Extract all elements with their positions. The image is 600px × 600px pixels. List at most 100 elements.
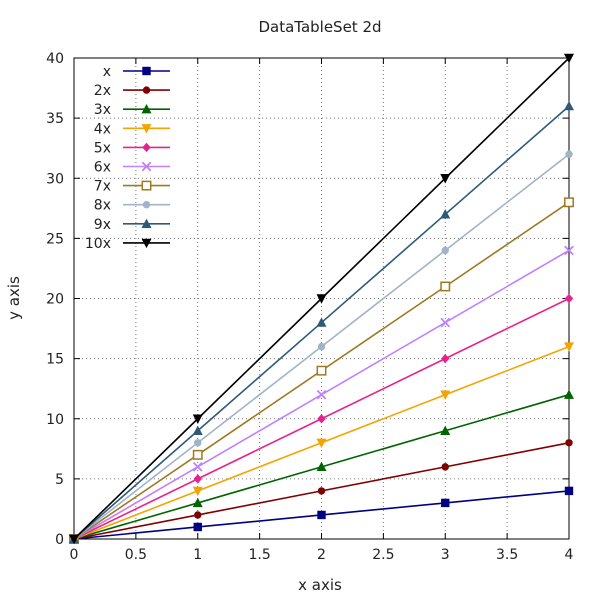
legend-entry: 2x <box>94 83 170 99</box>
legend-entry: 7x <box>94 179 170 195</box>
y-tick-label: 5 <box>55 472 64 488</box>
data-point <box>441 463 449 471</box>
legend-marker <box>142 201 151 209</box>
series-3x <box>69 389 574 544</box>
data-point <box>565 150 573 158</box>
legend-label: 8x <box>94 198 111 214</box>
x-tick-label: 1 <box>193 547 202 563</box>
data-point <box>192 497 203 508</box>
x-axis-label: x axis <box>298 576 342 594</box>
legend-marker <box>141 180 152 191</box>
y-axis-ticks: 0 5 10 15 20 25 30 35 40 <box>46 51 569 548</box>
data-point <box>564 197 574 208</box>
data-point <box>316 438 327 448</box>
data-point <box>317 414 326 424</box>
legend-marker <box>141 238 152 249</box>
legend-label: 9x <box>94 217 111 233</box>
data-point <box>564 100 574 111</box>
series-5x <box>69 293 574 544</box>
legend-entry: 5x <box>94 140 170 156</box>
data-point <box>564 342 574 352</box>
data-point <box>316 389 327 400</box>
data-point <box>564 293 574 304</box>
y-tick-label: 30 <box>46 171 64 187</box>
data-point <box>440 317 451 328</box>
data-point <box>316 294 327 304</box>
legend-label: 2x <box>94 83 111 99</box>
legend-label: x <box>103 64 111 80</box>
x-tick-label: 3 <box>441 547 450 563</box>
legend-marker <box>142 142 151 153</box>
y-tick-label: 0 <box>55 532 64 548</box>
legend: x 2x 3x 4x 5x 6x 7x 8x 9x 10x <box>85 64 170 252</box>
data-point <box>316 461 327 472</box>
x-tick-label: 0 <box>70 547 79 563</box>
y-axis-label: y axis <box>5 276 23 320</box>
data-point <box>564 389 574 399</box>
data-point <box>192 486 203 497</box>
legend-entry: 10x <box>85 236 170 252</box>
legend-marker <box>142 66 151 76</box>
y-tick-label: 35 <box>46 111 64 127</box>
data-point <box>440 174 451 184</box>
legend-label: 10x <box>85 236 111 252</box>
y-tick-label: 25 <box>46 231 64 247</box>
data-point <box>192 462 203 472</box>
data-point <box>192 425 203 435</box>
data-point <box>441 353 450 364</box>
data-point <box>192 449 203 460</box>
data-point <box>441 246 449 255</box>
data-point <box>564 53 574 64</box>
data-point <box>194 511 202 519</box>
legend-entry: 8x <box>94 198 170 214</box>
data-point <box>193 522 202 532</box>
series-layer <box>69 53 574 545</box>
data-point <box>440 425 451 435</box>
x-tick-label: 3.5 <box>496 547 518 563</box>
y-tick-label: 15 <box>46 352 64 368</box>
legend-label: 6x <box>94 160 111 176</box>
data-point <box>565 439 573 447</box>
series-8x <box>70 150 573 543</box>
data-point <box>69 534 79 545</box>
data-point <box>440 209 451 219</box>
legend-entry: 3x <box>94 102 170 118</box>
x-tick-label: 2.5 <box>372 547 394 563</box>
legend-label: 3x <box>94 102 111 118</box>
legend-label: 5x <box>94 140 111 156</box>
data-point <box>564 245 574 256</box>
data-point <box>564 486 574 496</box>
x-tick-label: 4 <box>565 547 574 563</box>
legend-entry: 4x <box>94 121 170 137</box>
x-tick-label: 2 <box>317 547 326 563</box>
data-point <box>441 498 450 508</box>
data-point <box>317 487 326 495</box>
x-tick-label: 0.5 <box>125 547 147 563</box>
data-point <box>440 390 451 400</box>
legend-marker <box>141 104 152 114</box>
data-point <box>316 317 327 327</box>
data-point <box>194 439 202 447</box>
series-10x <box>69 53 574 545</box>
legend-entry: 9x <box>94 217 170 233</box>
legend-label: 4x <box>94 121 111 137</box>
data-point <box>317 342 326 351</box>
legend-marker <box>141 161 152 172</box>
data-point <box>193 474 202 484</box>
data-point <box>316 365 327 376</box>
legend-entry: x <box>103 64 170 80</box>
legend-label: 7x <box>94 179 111 195</box>
data-point <box>440 281 451 292</box>
x-tick-label: 1.5 <box>248 547 270 563</box>
y-tick-label: 10 <box>46 412 64 428</box>
data-point <box>317 510 326 520</box>
legend-marker <box>141 124 152 134</box>
series-9x <box>69 100 574 544</box>
data-point <box>192 414 203 424</box>
y-tick-label: 40 <box>46 51 64 67</box>
y-tick-label: 20 <box>46 292 64 308</box>
x-axis-ticks: 0 0.5 1 1.5 2 2.5 3 3.5 4 <box>70 58 574 563</box>
chart-title: DataTableSet 2d <box>258 18 381 36</box>
legend-marker <box>141 218 152 228</box>
legend-marker <box>142 86 151 94</box>
